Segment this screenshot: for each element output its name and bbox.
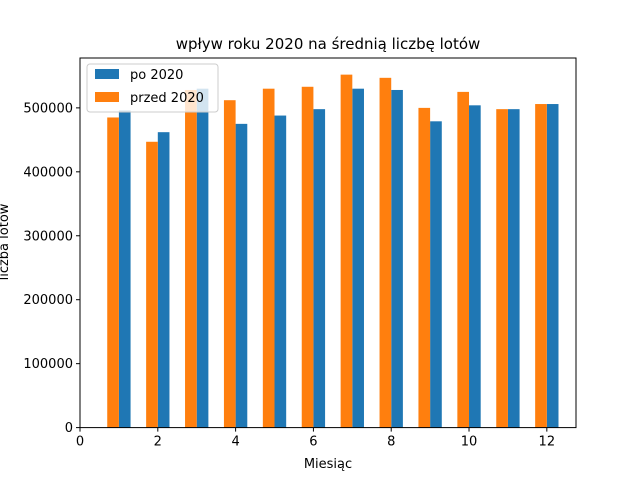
bar-przed-2020-month-2 (146, 141, 158, 428)
legend-swatch-przed-2020 (95, 92, 119, 102)
x-tick-label: 0 (76, 435, 84, 450)
x-tick-label: 12 (539, 435, 556, 450)
y-axis-title: liczba lotów (0, 203, 12, 280)
y-axis-ticks: 0 100000 200000 300000 400000 500000 (23, 101, 80, 436)
bar-przed-2020-month-12 (535, 104, 547, 428)
x-axis-ticks: 0 2 4 6 8 10 12 (76, 427, 556, 450)
bars (107, 74, 559, 428)
bar-po-2020-month-3 (196, 88, 209, 428)
bar-przed-2020-month-8 (379, 77, 392, 428)
bar-przed-2020-month-7 (340, 74, 353, 428)
x-tick-label: 10 (461, 435, 478, 450)
bar-po-2020-month-9 (430, 121, 442, 428)
y-tick-label: 500000 (23, 101, 73, 116)
bar-po-2020-month-5 (274, 115, 287, 428)
y-tick-label: 300000 (23, 229, 73, 244)
bar-po-2020-month-7 (352, 88, 364, 428)
bar-przed-2020-month-9 (418, 107, 431, 428)
bar-po-2020-month-12 (546, 104, 559, 428)
x-tick-label: 6 (309, 435, 317, 450)
x-tick-label: 8 (387, 435, 395, 450)
bar-po-2020-month-6 (313, 109, 326, 428)
bar-przed-2020-month-4 (223, 100, 236, 428)
bar-przed-2020-month-6 (301, 86, 314, 428)
x-tick-label: 4 (231, 435, 239, 450)
bar-po-2020-month-1 (118, 110, 131, 428)
bar-przed-2020-month-1 (107, 117, 119, 428)
y-tick-label: 200000 (23, 293, 73, 308)
y-tick-label: 400000 (23, 165, 73, 180)
legend-swatch-po-2020 (95, 69, 119, 79)
bar-przed-2020-month-3 (185, 89, 197, 428)
bar-przed-2020-month-11 (496, 109, 508, 428)
bar-po-2020-month-2 (157, 132, 170, 428)
legend-label-po-2020: po 2020 (130, 68, 183, 83)
bar-po-2020-month-4 (235, 123, 248, 428)
chart-title: wpływ roku 2020 na średnią liczbę lotów (176, 35, 481, 53)
bar-po-2020-month-10 (469, 105, 481, 428)
legend: po 2020 przed 2020 (86, 63, 219, 113)
bar-po-2020-month-11 (507, 109, 520, 428)
bar-przed-2020-month-5 (262, 88, 275, 428)
x-axis-title: Miesiąc (304, 457, 352, 472)
y-tick-label: 0 (65, 421, 73, 436)
bar-przed-2020-month-10 (457, 91, 470, 428)
plot-frame (79, 57, 577, 429)
legend-box (86, 63, 219, 113)
x-tick-label: 2 (154, 435, 162, 450)
legend-label-przed-2020: przed 2020 (130, 91, 204, 106)
bar-po-2020-month-8 (391, 89, 403, 428)
y-tick-label: 100000 (23, 357, 73, 372)
